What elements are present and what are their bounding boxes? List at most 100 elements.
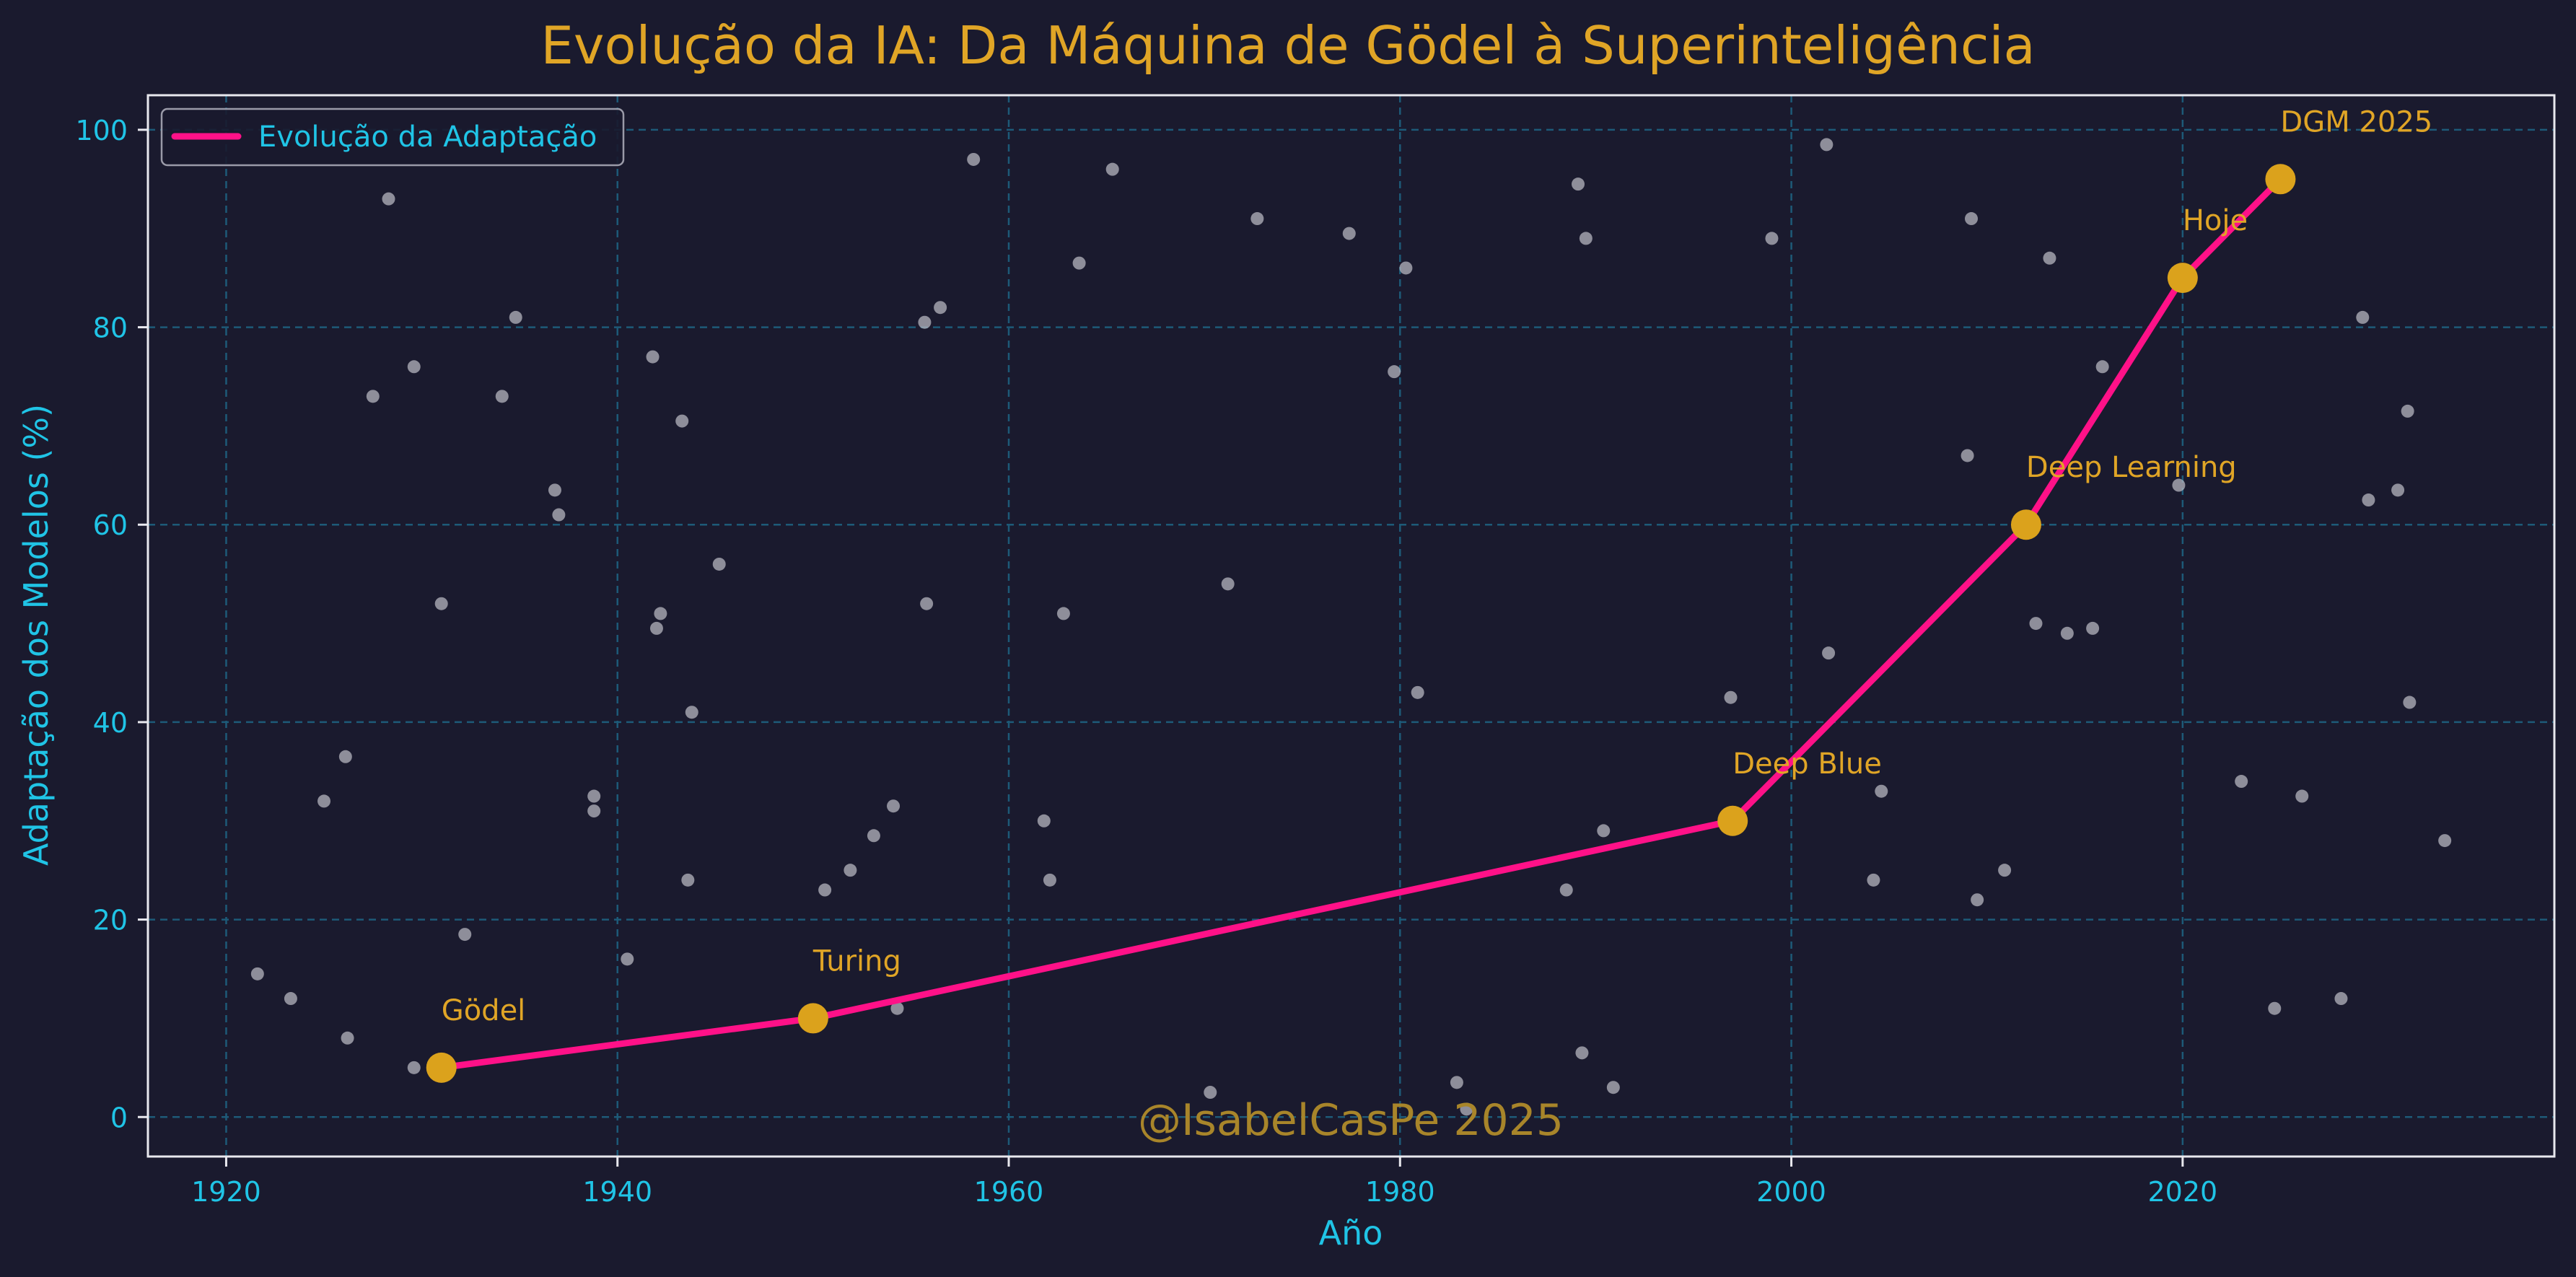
chart-title: Evolução da IA: Da Máquina de Gödel à Su… [540, 15, 2035, 76]
background-point [1559, 883, 1573, 897]
background-point [317, 794, 331, 808]
x-axis-label: Año [1319, 1214, 1383, 1252]
background-point [844, 864, 857, 877]
series-line [438, 175, 2284, 1071]
data-point [2010, 509, 2041, 540]
background-point [646, 350, 660, 364]
background-point [918, 315, 932, 329]
background-point [2029, 617, 2043, 631]
background-point [934, 301, 947, 315]
background-point [867, 829, 880, 843]
background-point [675, 414, 689, 428]
background-point [890, 1001, 904, 1015]
background-point [1388, 365, 1401, 379]
background-point [1867, 873, 1880, 887]
watermark: @IsabelCasPe 2025 [1138, 1095, 1564, 1146]
x-tick-label: 1920 [191, 1176, 261, 1208]
x-tick-label: 1980 [1365, 1176, 1435, 1208]
background-point [681, 873, 695, 887]
x-tick-label: 2000 [1756, 1176, 1826, 1208]
background-point [2060, 626, 2074, 640]
background-point [2095, 360, 2109, 374]
background-point [1820, 138, 1834, 152]
background-point [1822, 646, 1836, 660]
background-point [495, 390, 509, 403]
background-point [920, 597, 934, 610]
background-point [2438, 834, 2452, 848]
background-point [2043, 251, 2056, 265]
background-points [250, 138, 2452, 1116]
legend-box [160, 107, 625, 167]
background-point [818, 883, 832, 897]
y-tick-label: 80 [93, 312, 128, 344]
background-point [1575, 1046, 1589, 1060]
background-point [649, 621, 663, 635]
y-axis-ticks: 0 20 40 60 80 100 [75, 115, 148, 1133]
background-point [1450, 1076, 1463, 1089]
annotation-label: Gödel [442, 994, 526, 1027]
annotation-label: Deep Learning [2026, 451, 2237, 484]
y-tick-label: 100 [75, 115, 128, 146]
background-point [2235, 775, 2248, 789]
background-point [366, 390, 380, 403]
background-point [250, 967, 264, 980]
background-point [1460, 1102, 1473, 1116]
data-point [1717, 805, 1748, 836]
background-point [1961, 449, 1974, 462]
background-point [2086, 621, 2100, 635]
annotation-label: Deep Blue [1732, 747, 1882, 781]
background-point [587, 804, 601, 818]
data-point [2265, 164, 2296, 195]
legend-entry: Evolução da Adaptação [258, 120, 597, 154]
legend: Evolução da Adaptação [160, 107, 625, 167]
background-point [2356, 310, 2370, 324]
background-point [1579, 232, 1593, 245]
background-point [1342, 227, 1356, 240]
background-point [1221, 577, 1235, 591]
background-point [2295, 789, 2309, 803]
y-tick-label: 20 [93, 905, 128, 936]
x-axis-ticks: 1920 1940 1960 1980 2000 2020 [191, 1157, 2217, 1208]
background-point [1411, 685, 1424, 699]
background-point [407, 1061, 421, 1074]
background-point [1204, 1086, 1217, 1100]
background-point [1037, 814, 1051, 828]
background-point [685, 706, 698, 719]
background-point [1606, 1081, 1620, 1094]
y-axis-label: Adaptação dos Modelos (%) [17, 404, 56, 866]
background-point [1875, 784, 1888, 798]
background-point [1399, 261, 1413, 275]
background-point [407, 360, 421, 374]
background-point [1965, 212, 1979, 226]
background-point [2362, 493, 2375, 507]
x-tick-label: 2020 [2147, 1176, 2217, 1208]
data-point [426, 1052, 457, 1083]
background-point [1765, 232, 1779, 245]
background-point [1597, 824, 1611, 838]
background-point [509, 310, 522, 324]
y-tick-label: 40 [93, 707, 128, 739]
background-point [1250, 212, 1264, 226]
y-tick-label: 0 [110, 1102, 128, 1133]
background-point [587, 789, 601, 803]
background-point [712, 557, 726, 571]
background-point [1724, 690, 1738, 704]
annotations: Gödel Turing Deep Blue Deep Learning Hoje DGM… [442, 105, 2433, 1027]
background-point [2401, 404, 2414, 418]
background-point [1971, 893, 1984, 907]
x-tick-label: 1940 [582, 1176, 652, 1208]
background-point [2172, 478, 2186, 492]
background-point [548, 483, 561, 497]
background-point [1056, 607, 1070, 620]
background-point [967, 152, 981, 166]
background-point [2334, 992, 2348, 1006]
background-point [2403, 695, 2417, 709]
annotation-label: DGM 2025 [2280, 105, 2432, 139]
background-point [341, 1031, 354, 1045]
annotation-label: Hoje [2183, 204, 2248, 237]
background-point [2268, 1001, 2282, 1015]
background-point [552, 508, 566, 522]
background-point [1572, 177, 1585, 191]
